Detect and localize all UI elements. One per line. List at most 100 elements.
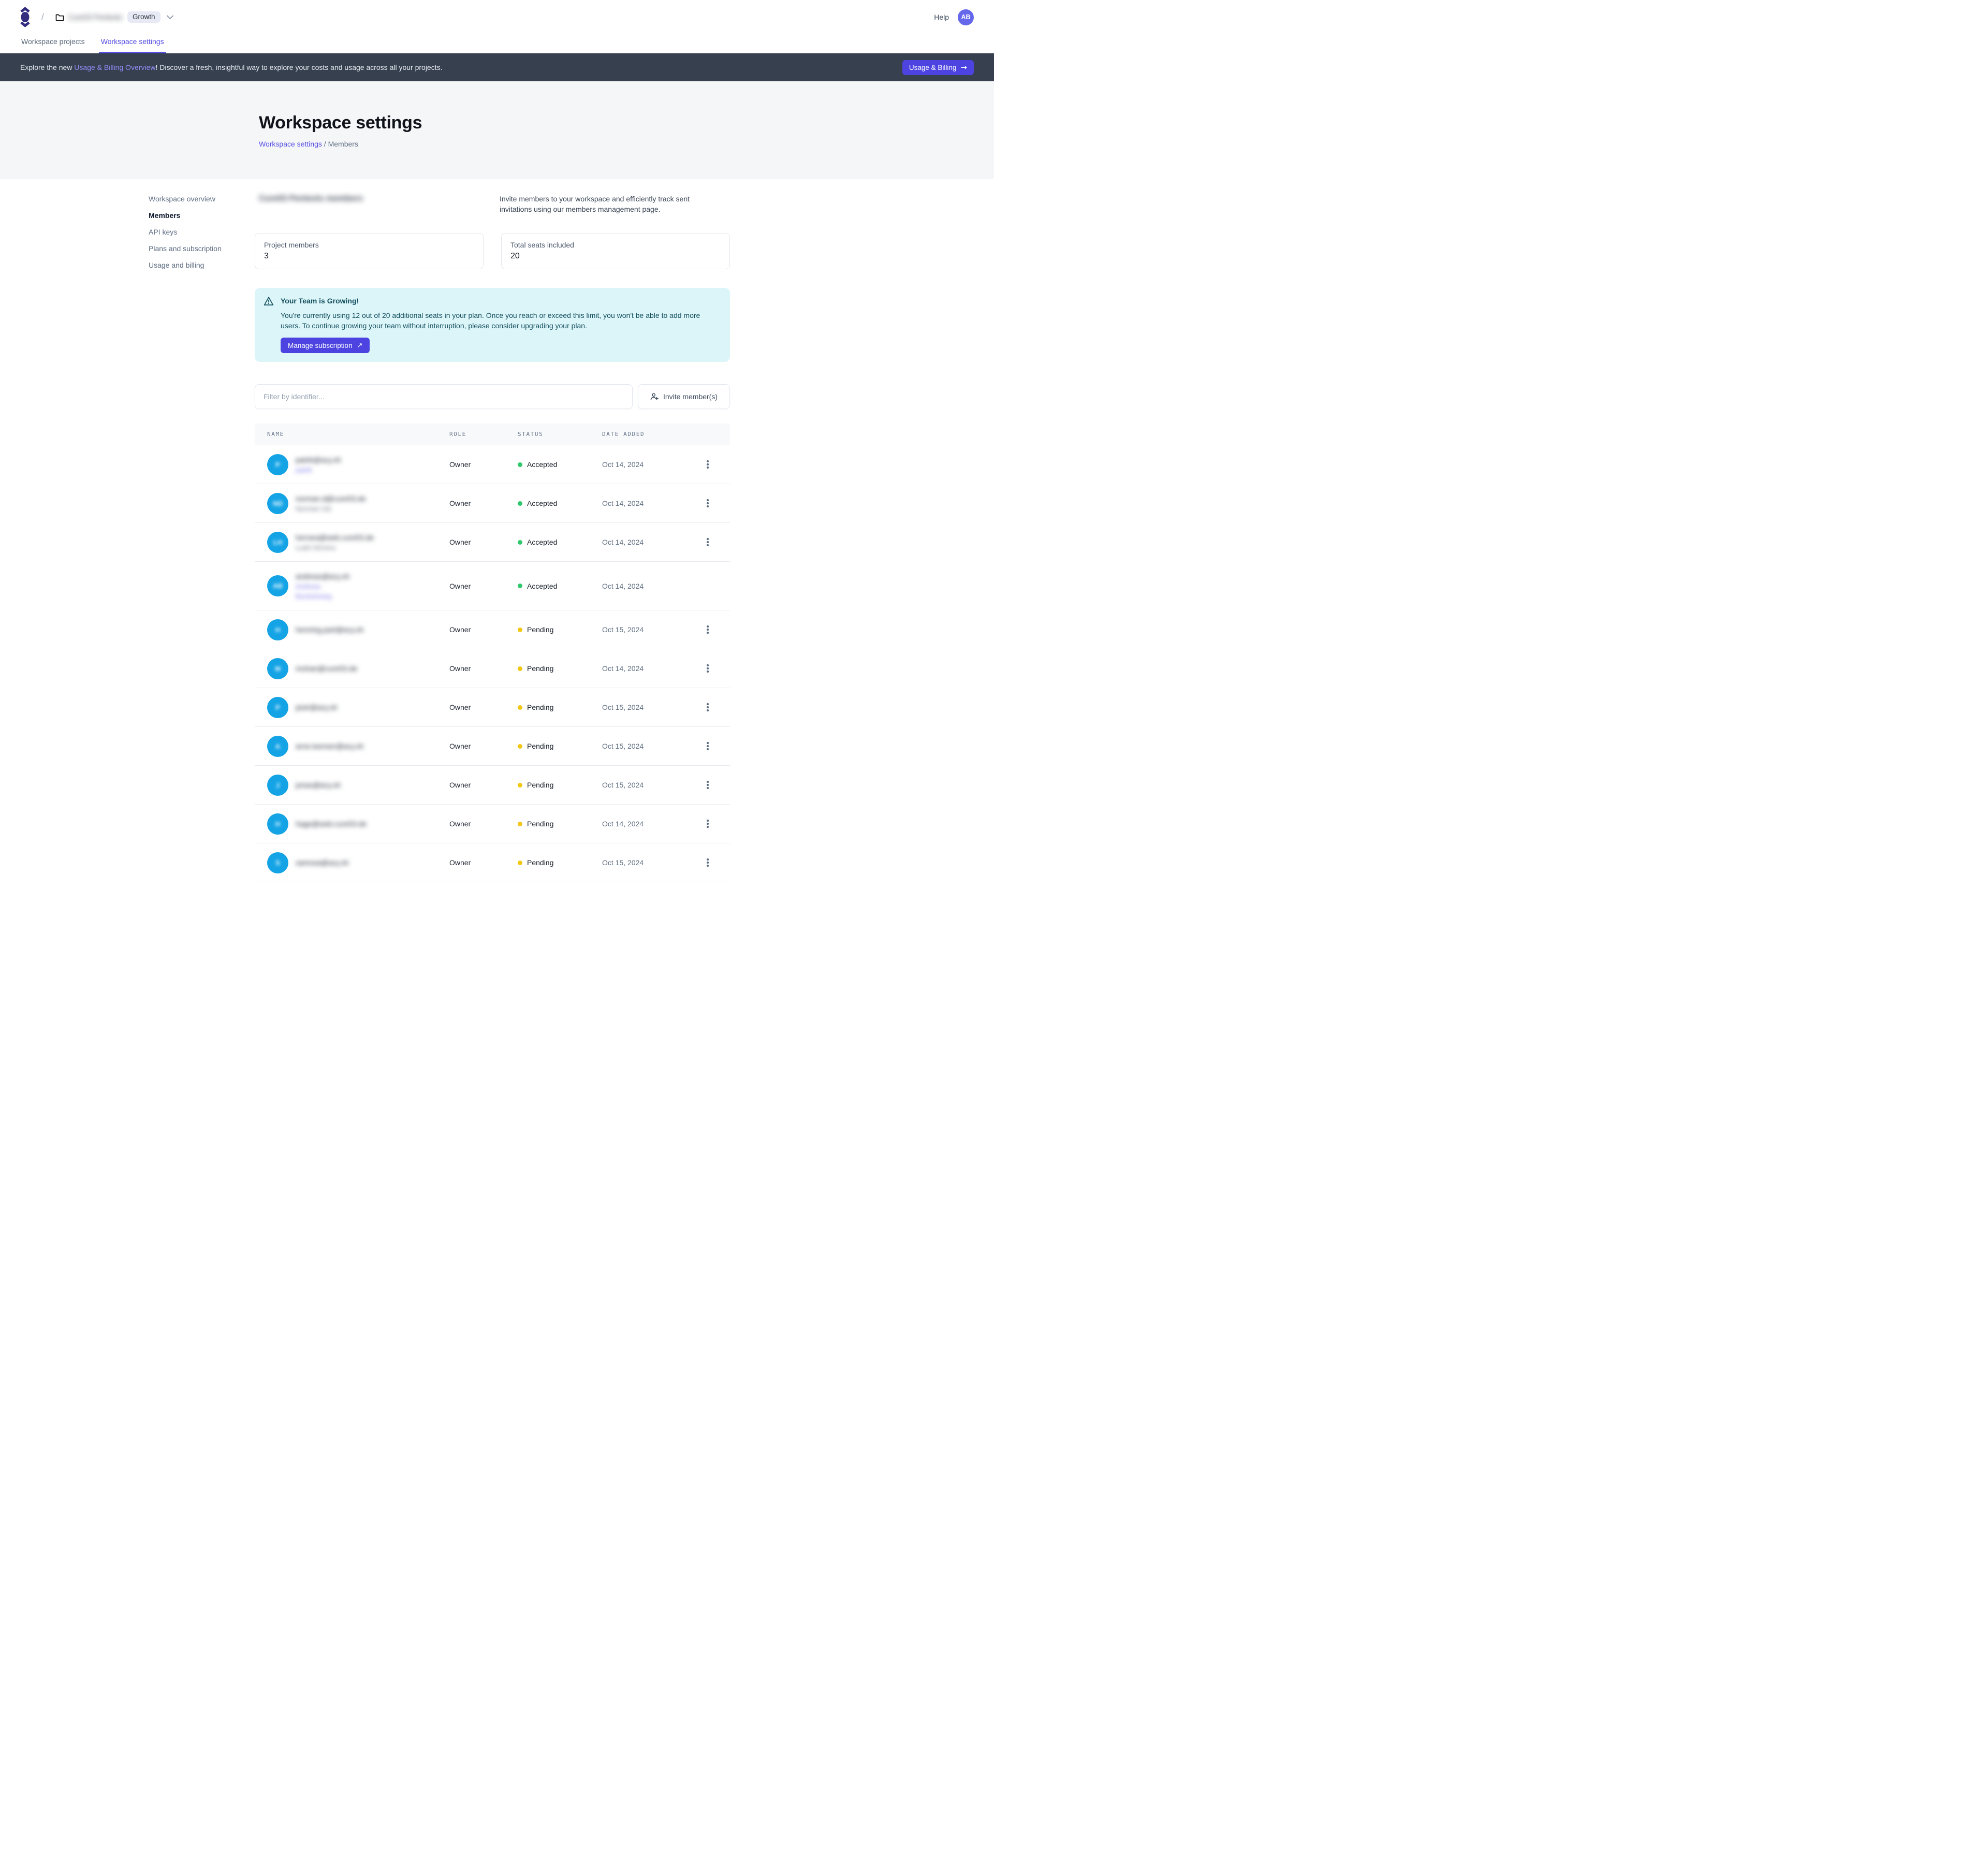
row-menu-kebab-icon[interactable] — [701, 458, 714, 471]
member-role: Owner — [449, 820, 471, 828]
member-date-added: Oct 15, 2024 — [602, 858, 644, 867]
alert-title: Your Team is Growing! — [281, 297, 359, 305]
row-menu-kebab-icon[interactable] — [701, 535, 714, 549]
row-menu-kebab-icon[interactable] — [701, 739, 714, 753]
member-identity: henning.part@acy.sh — [296, 625, 363, 634]
status-label: Pending — [527, 742, 554, 750]
table-row: AB andreas@acy.sh Andreas Buckelsweg Owner Ac… — [255, 562, 730, 610]
avatar-initials: AB — [273, 582, 283, 590]
row-menu-kebab-icon[interactable] — [701, 662, 714, 675]
row-menu-kebab-icon[interactable] — [701, 623, 714, 636]
row-actions — [701, 623, 718, 636]
top-navigation-bar: / Cure53 Pentests Growth Help AB Workspa… — [0, 0, 994, 53]
tab-workspace-projects[interactable]: Workspace projects — [21, 37, 85, 46]
table-row: LH herrara@web.cure53.de Luah Herrera Owner… — [255, 523, 730, 562]
avatar-initials: P — [275, 703, 280, 711]
member-role: Owner — [449, 460, 471, 469]
member-display-name-redacted: Luah Herrera — [296, 543, 335, 551]
member-avatar: J — [267, 774, 288, 796]
member-email-redacted: arne.loenser@acy.sh — [296, 742, 364, 750]
member-avatar: AB — [267, 575, 288, 596]
member-status: Accepted — [518, 538, 602, 546]
member-avatar: P — [267, 454, 288, 475]
member-identity: patrik@acy.sh patrik — [296, 456, 341, 474]
row-actions — [701, 778, 718, 792]
member-display-name-redacted[interactable]: Andreas — [296, 582, 321, 590]
sidebar-item-plans-and-subscription[interactable]: Plans and subscription — [149, 244, 222, 253]
member-email-redacted: patrik@acy.sh — [296, 455, 341, 464]
member-date-added: Oct 14, 2024 — [602, 581, 644, 590]
row-menu-kebab-icon[interactable] — [701, 497, 714, 510]
status-label: Accepted — [527, 581, 558, 590]
manage-subscription-label: Manage subscription — [288, 341, 353, 349]
usage-billing-button[interactable]: Usage & Billing → — [902, 60, 974, 75]
member-role: Owner — [449, 703, 471, 711]
row-menu-kebab-icon[interactable] — [701, 856, 714, 869]
status-dot-icon — [518, 821, 522, 826]
announcement-banner: Explore the new Usage & Billing Overview… — [0, 53, 994, 81]
usage-billing-overview-link[interactable]: Usage & Billing Overview — [74, 63, 156, 71]
sidebar-item-api-keys[interactable]: API keys — [149, 228, 178, 236]
member-display-name-redacted[interactable]: Buckelsweg — [296, 592, 332, 600]
invite-members-button[interactable]: Invite member(s) — [638, 384, 730, 409]
page-header-section: Workspace settings Workspace settings / … — [0, 81, 994, 179]
member-date-added: Oct 15, 2024 — [602, 703, 644, 711]
status-dot-icon — [518, 666, 522, 671]
member-identity: samosa@acy.sh — [296, 858, 349, 867]
filter-input[interactable] — [255, 384, 633, 409]
avatar-initials: A — [275, 742, 281, 750]
breadcrumb: Workspace settings / Members — [259, 140, 994, 148]
sidebar-item-workspace-overview[interactable]: Workspace overview — [149, 195, 215, 203]
member-status: Pending — [518, 820, 602, 828]
tab-workspace-settings[interactable]: Workspace settings — [98, 33, 166, 53]
stat-label: Total seats included — [510, 241, 574, 249]
breadcrumb-workspace-settings-link[interactable]: Workspace settings — [259, 140, 322, 148]
status-dot-icon — [518, 860, 522, 865]
member-name-cell: LH herrara@web.cure53.de Luah Herrera — [255, 531, 449, 553]
member-date-added: Oct 15, 2024 — [602, 625, 644, 634]
sidebar-item-members[interactable]: Members — [149, 211, 181, 220]
banner-text-prefix: Explore the new — [20, 63, 75, 71]
sidebar-item-usage-and-billing[interactable]: Usage and billing — [149, 261, 204, 269]
row-menu-kebab-icon[interactable] — [701, 778, 714, 792]
member-role: Owner — [449, 742, 471, 750]
avatar-initials: ND — [273, 499, 283, 507]
stat-cards: Project members 3 Total seats included 2… — [255, 233, 730, 269]
user-avatar[interactable]: AB — [958, 9, 974, 25]
avatar-initials: J — [275, 781, 280, 789]
breadcrumb-workspace-name[interactable]: Cure53 Pentests — [68, 13, 123, 21]
app-logo-icon[interactable] — [20, 7, 30, 27]
status-dot-icon — [518, 705, 522, 710]
status-dot-icon — [518, 744, 522, 749]
workspace-switcher-chevron-down-icon[interactable] — [166, 15, 173, 20]
row-menu-kebab-icon[interactable] — [701, 817, 714, 830]
plan-badge[interactable]: Growth — [127, 11, 160, 23]
column-header-status: STATUS — [518, 431, 544, 438]
member-identity: hage@web.cure53.de — [296, 820, 367, 828]
row-actions — [701, 817, 718, 830]
member-avatar: LH — [267, 531, 288, 553]
total-seats-card: Total seats included 20 — [501, 233, 730, 269]
row-menu-kebab-icon[interactable] — [701, 701, 714, 714]
member-email-redacted: herrara@web.cure53.de — [296, 533, 374, 542]
member-date-added: Oct 15, 2024 — [602, 781, 644, 789]
member-status: Pending — [518, 781, 602, 789]
help-link[interactable]: Help — [934, 13, 949, 21]
member-display-name-redacted[interactable]: patrik — [296, 465, 312, 474]
stat-value: 20 — [510, 252, 520, 260]
manage-subscription-button[interactable]: Manage subscription ↗ — [281, 338, 370, 353]
member-avatar: H — [267, 619, 288, 640]
member-role: Owner — [449, 499, 471, 507]
avatar-initials: H — [275, 625, 281, 634]
